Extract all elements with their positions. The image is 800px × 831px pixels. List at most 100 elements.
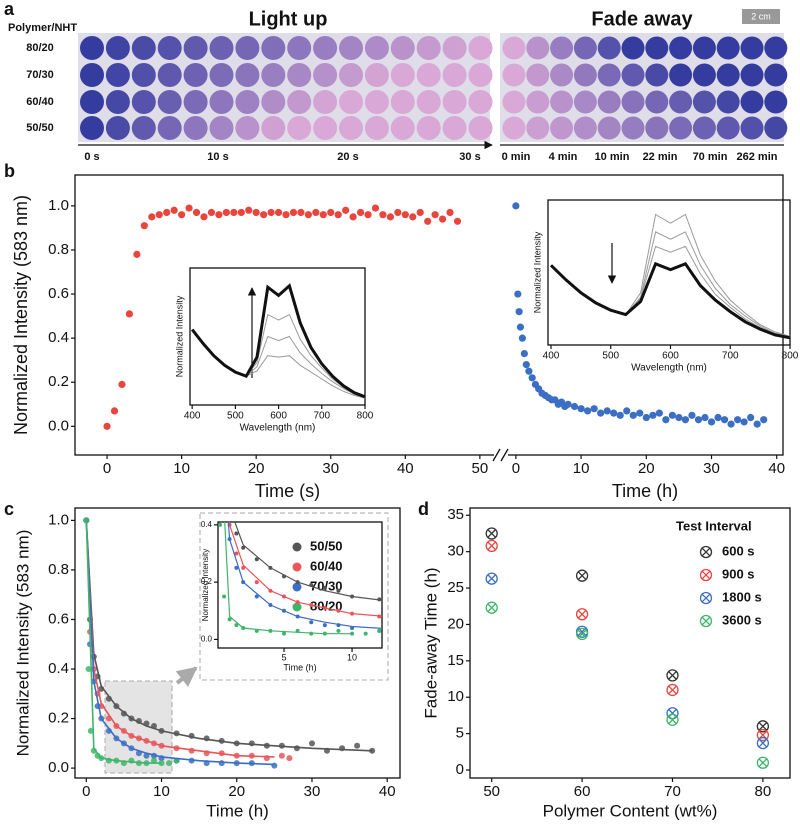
sample-photo bbox=[261, 36, 286, 60]
sample-photo bbox=[442, 36, 467, 60]
fit-line bbox=[228, 522, 382, 617]
data-point bbox=[234, 565, 239, 570]
data-point bbox=[681, 416, 690, 424]
data-point bbox=[140, 222, 148, 230]
data-point bbox=[514, 290, 522, 298]
x-tick-label: 20 bbox=[248, 460, 265, 477]
data-point bbox=[308, 740, 315, 747]
plot-frame bbox=[74, 507, 401, 779]
legend-marker bbox=[292, 542, 302, 552]
x-tick-label: 50 bbox=[483, 783, 500, 800]
x-tick-label: 500 bbox=[602, 351, 619, 362]
x-tick-label: 20 bbox=[228, 783, 245, 800]
row-label: 60/40 bbox=[26, 96, 54, 108]
x-tick-label: 10 bbox=[347, 652, 357, 662]
sample-photo bbox=[261, 116, 286, 140]
data-point bbox=[312, 208, 320, 217]
sample-photo bbox=[416, 90, 441, 114]
sample-photo bbox=[573, 63, 597, 87]
sample-photo bbox=[669, 90, 693, 114]
sample-photo bbox=[502, 63, 526, 87]
data-point bbox=[642, 413, 650, 422]
sample-photo bbox=[287, 116, 312, 140]
y-tick-label: 0.4 bbox=[48, 329, 69, 346]
sample-photo bbox=[80, 90, 104, 114]
fit-line bbox=[234, 522, 382, 601]
sample-photo bbox=[131, 116, 156, 140]
y-tick-label: 0.6 bbox=[48, 610, 69, 627]
row-label: 70/30 bbox=[26, 69, 54, 81]
photo-title: Light up bbox=[249, 8, 328, 30]
panel-label: c bbox=[4, 499, 14, 519]
data-point bbox=[694, 416, 703, 424]
time-label: 20 s bbox=[337, 151, 358, 163]
data-point bbox=[178, 211, 186, 219]
legend-label: 600 s bbox=[722, 543, 755, 558]
data-point bbox=[85, 666, 92, 673]
sample-photo bbox=[105, 90, 130, 114]
data-point bbox=[207, 208, 216, 217]
y-tick-label: 1.0 bbox=[48, 197, 69, 214]
sample-photo bbox=[209, 90, 234, 114]
x-tick-label: 600 bbox=[662, 351, 679, 362]
data-point bbox=[252, 208, 260, 217]
data-point bbox=[756, 737, 770, 750]
x-tick-label: 60 bbox=[574, 783, 591, 800]
sample-photo bbox=[157, 63, 182, 87]
sample-photo bbox=[390, 116, 415, 140]
data-point bbox=[485, 527, 498, 540]
data-point bbox=[564, 400, 572, 408]
y-axis-title: Normalized Intensity (583 nm) bbox=[13, 530, 32, 757]
spectrum-line bbox=[550, 245, 791, 339]
x-tick-label: 70 bbox=[664, 783, 681, 800]
y-tick-label: 0.6 bbox=[48, 285, 69, 302]
sample-photo bbox=[416, 63, 441, 87]
sample-photo bbox=[740, 90, 764, 114]
sample-photo bbox=[669, 116, 693, 140]
panel-label: a bbox=[4, 0, 15, 19]
sample-photo bbox=[716, 36, 740, 60]
data-point bbox=[575, 627, 589, 640]
y-axis-title: Normalized Intensity bbox=[201, 549, 210, 621]
panel-label: d bbox=[418, 499, 429, 519]
data-point bbox=[516, 323, 525, 331]
data-point bbox=[297, 208, 305, 217]
data-point bbox=[342, 206, 350, 214]
sample-photo bbox=[692, 90, 716, 114]
fit-line bbox=[85, 520, 162, 764]
sample-photo bbox=[669, 36, 693, 60]
data-point bbox=[192, 208, 201, 217]
legend-marker bbox=[699, 545, 713, 559]
data-point bbox=[364, 211, 372, 219]
data-point bbox=[185, 204, 193, 212]
sample-photo bbox=[339, 63, 363, 87]
data-point bbox=[234, 531, 239, 536]
data-point bbox=[319, 211, 327, 219]
y-tick-label: 0.4 bbox=[48, 660, 69, 677]
sample-photo bbox=[313, 116, 338, 140]
y-tick-label: 35 bbox=[447, 506, 464, 523]
data-point bbox=[485, 572, 498, 585]
sample-photo bbox=[468, 36, 493, 60]
sample-photo bbox=[573, 36, 597, 60]
sample-photo bbox=[716, 63, 740, 87]
sample-photo bbox=[526, 63, 550, 87]
data-point bbox=[103, 422, 111, 430]
data-point bbox=[371, 204, 380, 212]
data-point bbox=[271, 762, 278, 769]
y-axis-title: Normalized Intensity bbox=[174, 295, 184, 377]
data-point bbox=[334, 211, 342, 219]
scale-bar bbox=[742, 9, 780, 24]
legend-label: 3600 s bbox=[722, 612, 762, 627]
sample-photo bbox=[550, 36, 574, 60]
sample-photo bbox=[313, 36, 338, 60]
data-point bbox=[222, 208, 230, 217]
data-point bbox=[379, 211, 387, 219]
y-axis-title: Normalized Intensity (583 nm) bbox=[11, 195, 31, 435]
x-tick-label: 0 bbox=[103, 460, 111, 477]
sample-photo bbox=[621, 36, 645, 60]
data-point bbox=[230, 208, 238, 217]
sample-photo bbox=[764, 116, 788, 140]
data-point bbox=[446, 208, 454, 217]
